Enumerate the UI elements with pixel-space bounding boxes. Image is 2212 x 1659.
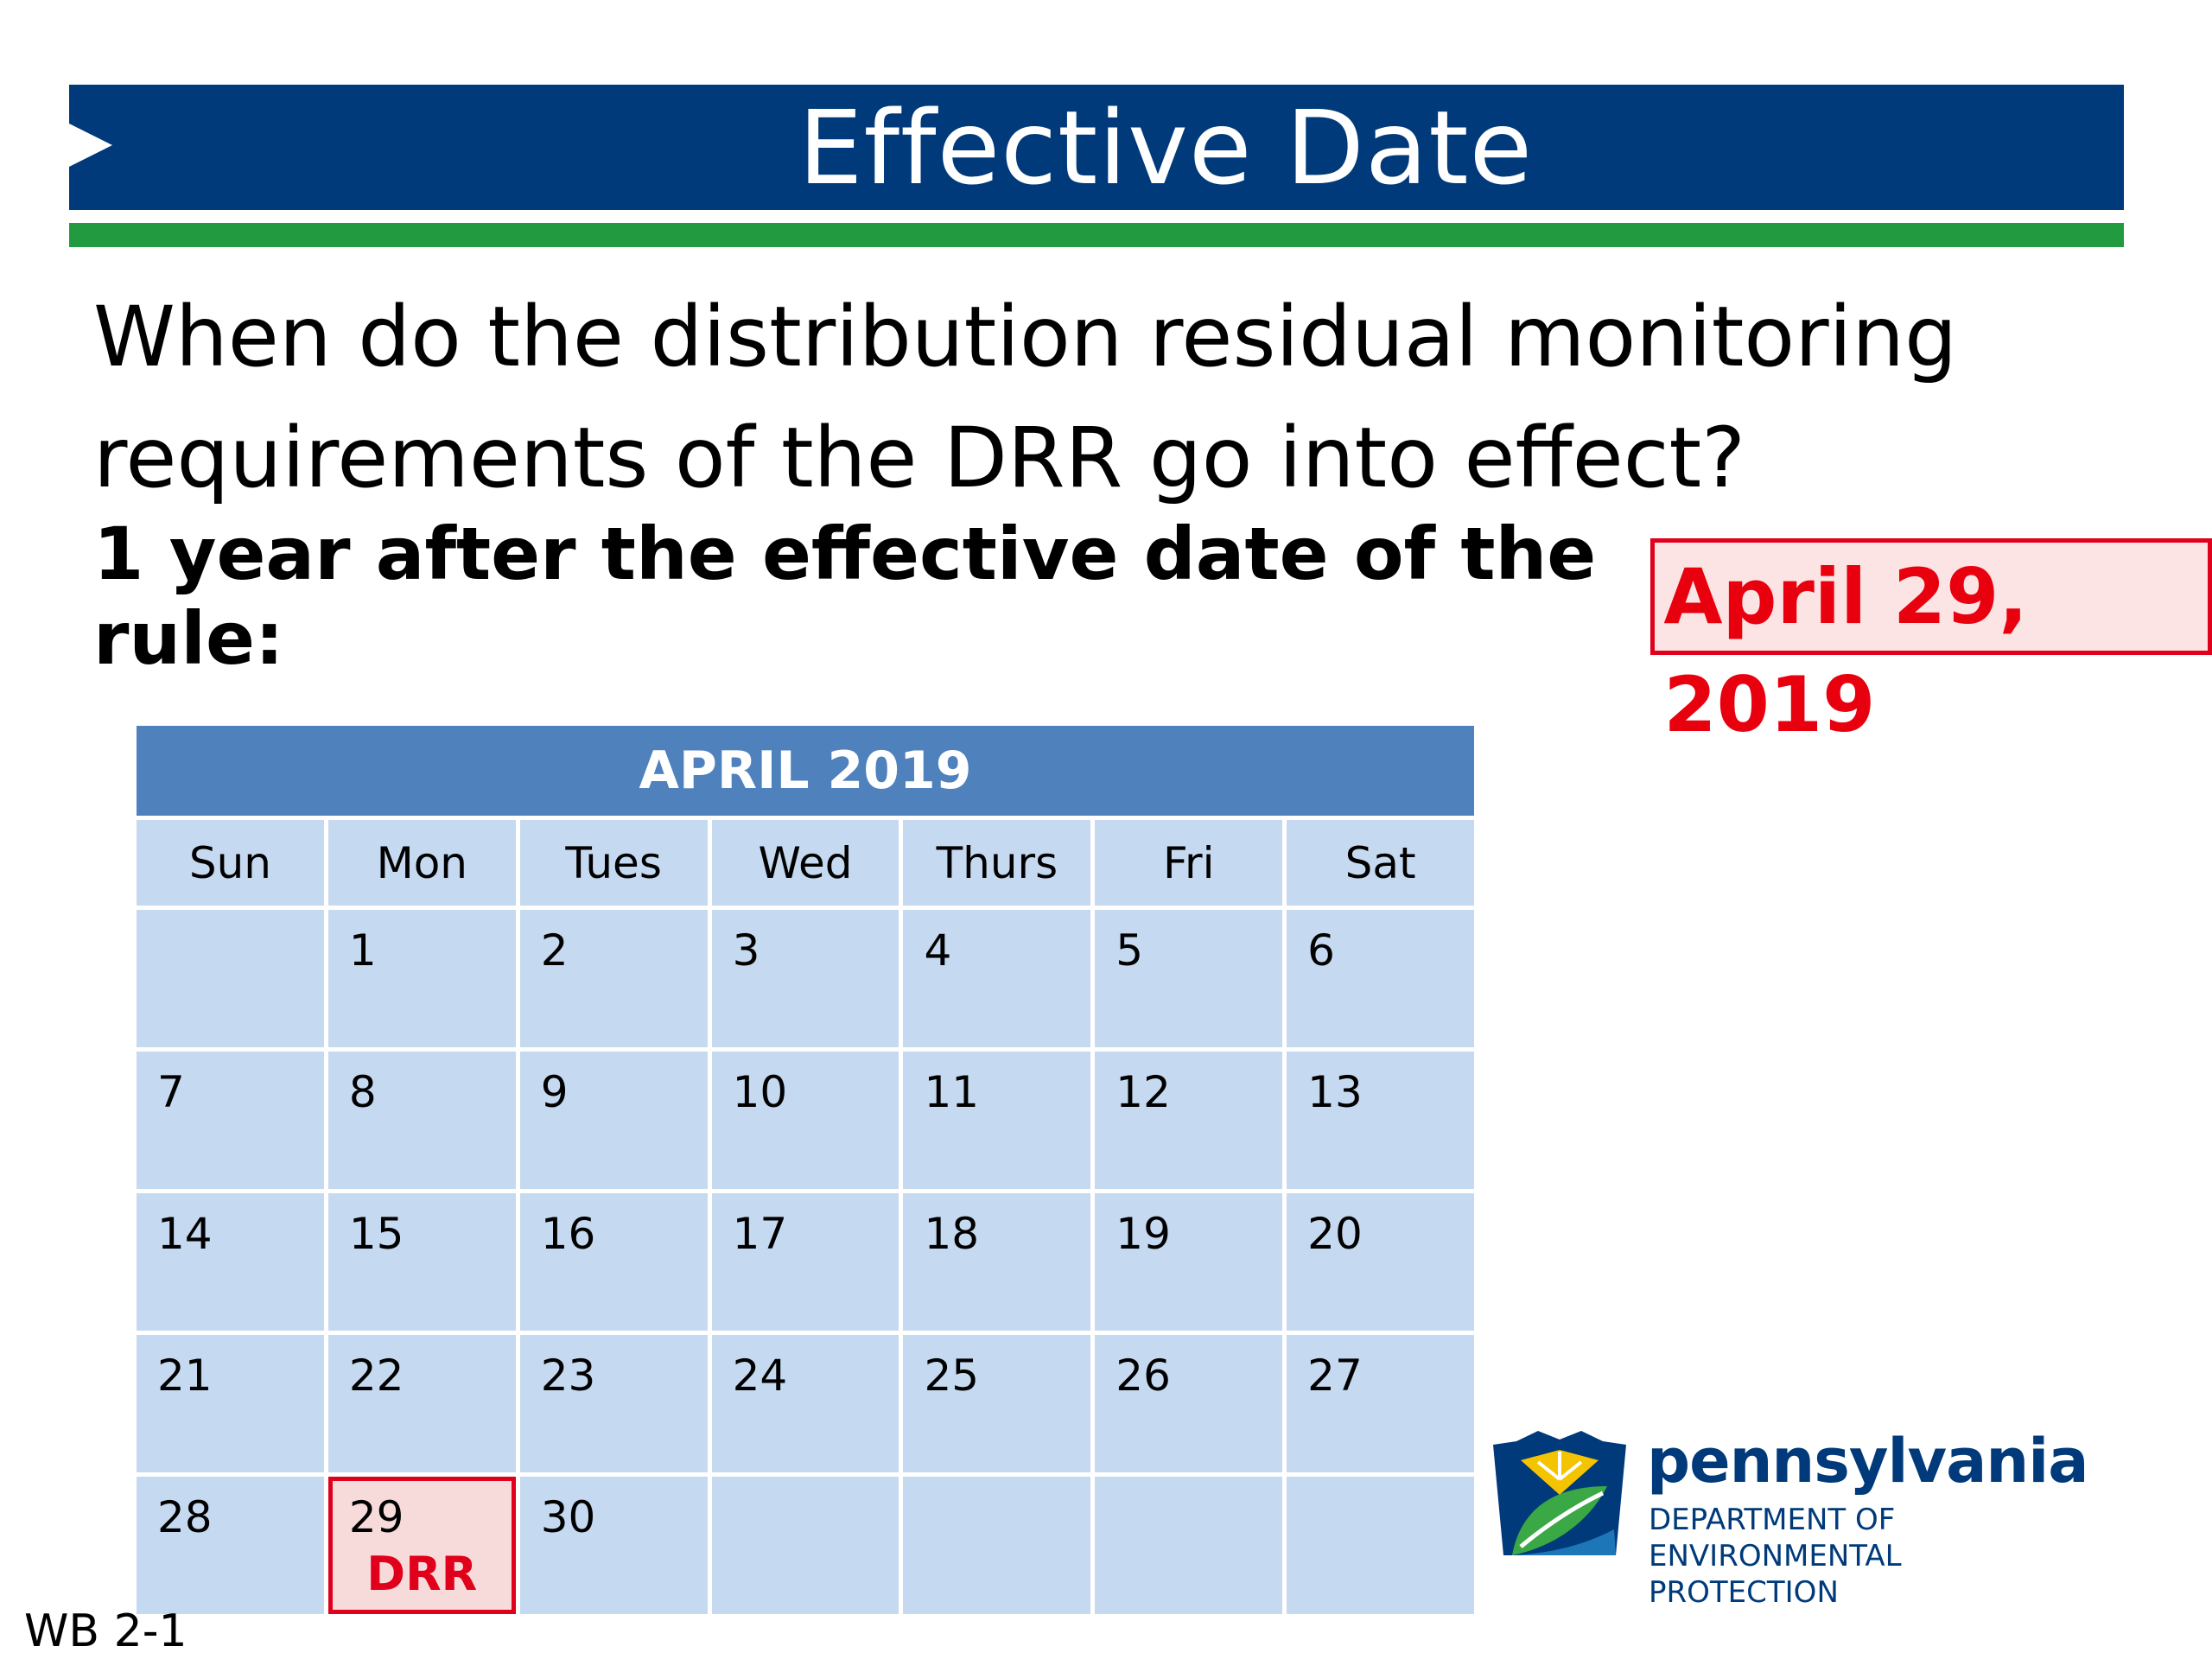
day-number: 7 [157,1067,185,1117]
day-number: 3 [732,925,760,976]
calendar-week-row: 1 2 3 4 5 6 [137,910,1475,1047]
calendar-day-cell: 10 [711,1052,899,1189]
calendar-day-cell: 24 [711,1335,899,1472]
calendar-day-cell: 18 [903,1193,1091,1331]
calendar-day-cell: 15 [327,1193,516,1331]
calendar-day-cell: 4 [903,910,1091,1047]
calendar-day-cell: 6 [1287,910,1475,1047]
question-line-2: requirements of the DRR go into effect? [93,410,1746,506]
day-number: 8 [348,1067,377,1117]
slide-title: Effective Date [798,87,1534,207]
calendar-day-cell: 7 [137,1052,324,1189]
calendar-day-cell: 21 [137,1335,324,1472]
day-number: 30 [540,1492,596,1542]
day-number: 28 [157,1492,213,1542]
day-number: 23 [540,1351,596,1401]
day-number: 22 [348,1351,404,1401]
day-number: 20 [1307,1209,1363,1259]
calendar-day-cell: 13 [1287,1052,1475,1189]
calendar-day-cell: 28 [137,1477,324,1614]
calendar-day-cell: 8 [327,1052,516,1189]
drr-label: DRR [366,1547,478,1601]
day-number: 15 [348,1209,404,1259]
weekday-header: Tues [519,820,708,906]
calendar-day-cell: 20 [1287,1193,1475,1331]
day-number: 6 [1307,925,1335,976]
calendar-day-cell: 22 [327,1335,516,1472]
calendar-week-row: 14 15 16 17 18 19 20 [137,1193,1475,1331]
calendar-empty-cell [1287,1477,1475,1614]
calendar-day-cell: 27 [1287,1335,1475,1472]
calendar-day-cell: 23 [519,1335,708,1472]
calendar-weekday-row: Sun Mon Tues Wed Thurs Fri Sat [137,820,1475,906]
day-number: 19 [1116,1209,1171,1259]
calendar-day-cell: 16 [519,1193,708,1331]
weekday-header: Wed [711,820,899,906]
day-number: 11 [924,1067,980,1117]
day-number: 18 [924,1209,980,1259]
weekday-header: Sun [137,820,324,906]
day-number: 9 [540,1067,569,1117]
answer-label: 1 year after the effective date of the r… [93,512,1597,681]
footer-id: WB 2-1 [24,1605,188,1657]
logo-dept-line-2: PROTECTION [1649,1575,1839,1610]
calendar-day-cell: 26 [1095,1335,1283,1472]
day-number: 14 [157,1209,213,1259]
day-number: 1 [348,925,377,976]
title-bar [69,85,2124,210]
calendar-week-row: 28 29 DRR 30 [137,1477,1475,1614]
day-number: 4 [924,925,952,976]
calendar-day-cell: 19 [1095,1193,1283,1331]
day-number: 10 [732,1067,788,1117]
answer-date-box: April 29, 2019 [1650,537,2212,749]
title-arrow-icon [69,124,112,167]
day-number: 16 [540,1209,596,1259]
calendar-weeks: 1 2 3 4 5 6 7 8 9 10 11 12 13 14 15 16 17 18 19 20 21 22 23 24 2… [137,910,1475,1614]
calendar-day-cell-highlighted: 29 DRR [327,1477,516,1614]
calendar-day-cell: 11 [903,1052,1091,1189]
calendar-day-cell: 2 [519,910,708,1047]
day-number: 27 [1307,1351,1363,1401]
day-number: 24 [732,1351,788,1401]
calendar-empty-cell [903,1477,1091,1614]
calendar-day-cell: 25 [903,1335,1091,1472]
calendar-day-cell: 1 [327,910,516,1047]
logo-name: pennsylvania [1647,1426,2088,1497]
day-number: 12 [1116,1067,1171,1117]
question-text: When do the distribution residual monito… [93,276,2081,518]
day-number: 26 [1116,1351,1171,1401]
weekday-header: Mon [327,820,516,906]
question-line-1: When do the distribution residual monito… [93,289,1957,385]
weekday-header: Sat [1287,820,1475,906]
calendar-week-row: 7 8 9 10 11 12 13 [137,1052,1475,1189]
calendar-title: APRIL 2019 [137,726,1474,816]
calendar-day-cell: 5 [1095,910,1283,1047]
calendar-week-row: 21 22 23 24 25 26 27 [137,1335,1475,1472]
calendar-day-cell: 12 [1095,1052,1283,1189]
calendar-empty-cell [137,910,324,1047]
day-number: 2 [540,925,569,976]
answer-row: 1 year after the effective date of the r… [93,512,2212,749]
dep-logo: pennsylvania DEPARTMENT OF ENVIRONMENTAL… [1486,1426,2143,1610]
calendar-day-cell: 3 [711,910,899,1047]
calendar-empty-cell [711,1477,899,1614]
weekday-header: Thurs [903,820,1091,906]
green-divider [69,223,2124,247]
logo-department: DEPARTMENT OF ENVIRONMENTAL PROTECTION [1649,1502,2143,1611]
day-number: 25 [924,1351,980,1401]
calendar-day-cell: 30 [519,1477,708,1614]
calendar-day-cell: 9 [519,1052,708,1189]
day-number: 13 [1307,1067,1363,1117]
calendar-empty-cell [1095,1477,1283,1614]
keystone-logo-icon [1493,1431,1626,1555]
day-number: 17 [732,1209,788,1259]
day-number: 29 [348,1492,404,1542]
day-number: 21 [157,1351,213,1401]
calendar-day-cell: 17 [711,1193,899,1331]
day-number: 5 [1116,925,1144,976]
logo-dept-line-1: DEPARTMENT OF ENVIRONMENTAL [1649,1503,1902,1573]
calendar-day-cell: 14 [137,1193,324,1331]
weekday-header: Fri [1095,820,1283,906]
